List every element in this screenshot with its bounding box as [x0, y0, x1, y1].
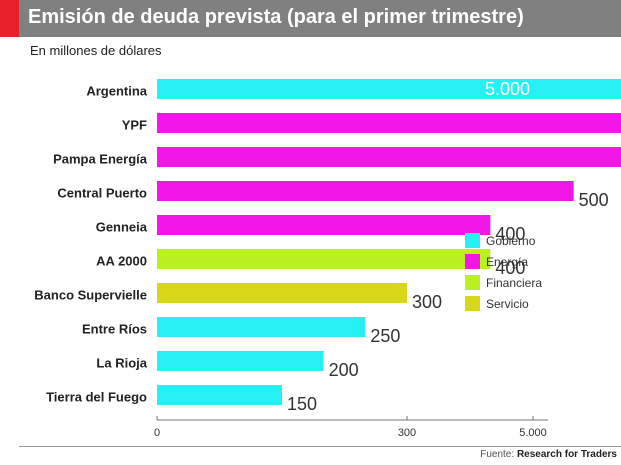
source-prefix: Fuente: — [480, 449, 515, 460]
bar-entre-rios — [157, 317, 366, 337]
category-label-pampa-energia: Pampa Energía — [53, 151, 148, 166]
category-label-aa-2000: AA 2000 — [96, 253, 147, 268]
source-note: Fuente: Research for Traders — [480, 449, 617, 460]
chart-subtitle: En millones de dólares — [30, 43, 162, 58]
value-label-la-rioja: 200 — [329, 360, 359, 380]
footer-divider — [19, 446, 621, 447]
category-label-ypf: YPF — [122, 117, 147, 132]
legend-label-0: Gobierno — [486, 234, 536, 248]
value-label-aa-2000: 400 — [495, 258, 525, 278]
category-label-genneia: Genneia — [96, 219, 148, 234]
legend-swatch-2 — [465, 275, 480, 290]
x-tick-label-0: 0 — [154, 427, 160, 439]
category-label-banco-supervielle: Banco Supervielle — [34, 287, 147, 302]
legend-label-1: Energía — [486, 255, 528, 269]
value-label-tierra-del-fuego: 150 — [287, 394, 317, 414]
legend-label-2: Financiera — [486, 276, 542, 290]
title-bar: Emisión de deuda prevista (para el prime… — [0, 0, 621, 37]
bar-label-band-argentina — [478, 79, 533, 99]
x-tick-label-5: 5.000 — [519, 427, 547, 439]
bar-central-puerto — [157, 181, 574, 201]
bar-la-rioja — [157, 351, 324, 371]
bar-tierra-del-fuego — [157, 385, 282, 405]
bar-banco-supervielle — [157, 283, 407, 303]
legend-swatch-0 — [465, 233, 480, 248]
legend-swatch-3 — [465, 296, 480, 311]
legend-swatch-1 — [465, 254, 480, 269]
legend-label-3: Servicio — [486, 297, 529, 311]
title-background — [19, 0, 621, 37]
category-label-tierra-del-fuego: Tierra del Fuego — [46, 389, 147, 404]
source-name: Research for Traders — [516, 449, 617, 460]
value-label-argentina: 5.000 — [485, 79, 530, 99]
bar-ypf — [157, 113, 621, 133]
title-accent — [0, 0, 19, 37]
category-label-central-puerto: Central Puerto — [57, 185, 147, 200]
bar-pampa-energia — [157, 147, 621, 167]
category-label-la-rioja: La Rioja — [96, 355, 147, 370]
value-label-banco-supervielle: 300 — [412, 292, 442, 312]
category-label-entre-rios: Entre Ríos — [82, 321, 147, 336]
bar-genneia — [157, 215, 491, 235]
value-label-entre-rios: 250 — [370, 326, 400, 346]
value-label-genneia: 400 — [495, 224, 525, 244]
value-label-central-puerto: 500 — [579, 190, 609, 210]
bar-argentina — [157, 79, 621, 99]
chart-title: Emisión de deuda prevista (para el prime… — [28, 6, 524, 28]
bar-aa-2000 — [157, 249, 491, 269]
x-tick-label-1: 300 — [398, 427, 416, 439]
category-label-argentina: Argentina — [86, 83, 147, 98]
